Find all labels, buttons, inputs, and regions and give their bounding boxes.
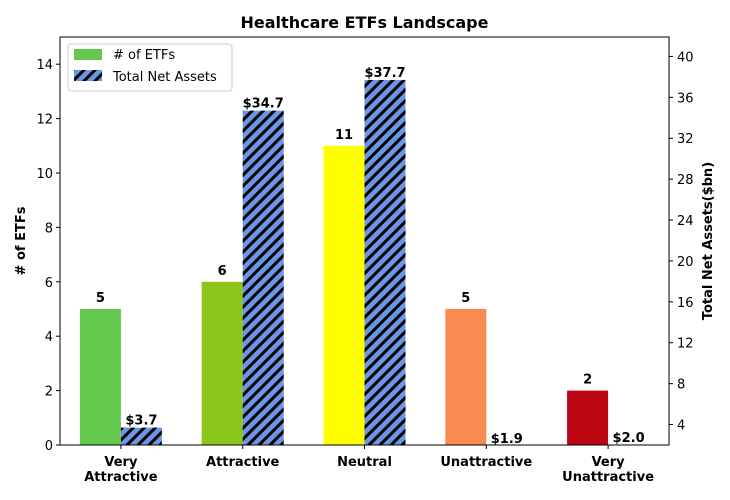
y-right-tick-label: 24: [677, 214, 694, 229]
bar-etfs: [79, 309, 121, 445]
legend-label-etfs: # of ETFs: [113, 48, 175, 63]
y-tick-label: 12: [36, 113, 53, 128]
x-tick-label-line: Very: [592, 455, 626, 470]
legend-swatch-etfs: [74, 49, 102, 60]
plot-frame: [59, 36, 670, 446]
bar-label-etfs: 5: [96, 291, 105, 306]
y-tick-label: 6: [45, 276, 53, 291]
bar-etfs: [567, 390, 609, 445]
x-tick-label-line: Neutral: [337, 455, 392, 470]
y-tick-label: 10: [36, 167, 53, 182]
x-tick-label-line: Unattractive: [440, 455, 532, 470]
x-tick-label-line: Attractive: [206, 455, 280, 470]
legend-swatch-assets: [74, 70, 102, 81]
y-tick-label: 14: [36, 58, 53, 73]
bar-net-assets: [120, 427, 162, 445]
bar-labels: 5 $3.7 6 $34.7 11 $37.7 5 $1.9 2 $2.0: [96, 66, 645, 447]
y-right-tick-label: 16: [677, 296, 694, 311]
y-right-tick-label: 8: [677, 378, 685, 393]
y-tick-label: 8: [45, 221, 53, 236]
bar-label-net-assets: $34.7: [243, 97, 284, 112]
bar-label-net-assets: $3.7: [125, 414, 157, 429]
left-axis: 0 2 4 6 8 10 12 14: [36, 58, 60, 454]
legend: # of ETFs Total Net Assets: [67, 43, 233, 92]
x-tick-label-line: Attractive: [84, 470, 158, 485]
y-tick-label: 2: [45, 385, 53, 400]
bar-label-net-assets: $1.9: [491, 432, 523, 447]
bar-label-etfs: 2: [583, 373, 592, 388]
bar-net-assets: [364, 79, 406, 446]
y-right-tick-label: 40: [677, 50, 694, 65]
y-right-tick-label: 4: [677, 419, 685, 434]
x-tick-label: Attractive: [206, 455, 280, 470]
x-tick-label: Unattractive: [440, 455, 532, 470]
bar-label-etfs: 6: [218, 264, 227, 279]
chart-title: Healthcare ETFs Landscape: [241, 13, 489, 32]
bar-net-assets: [242, 110, 284, 446]
x-tick-label: Very Attractive: [84, 455, 158, 485]
bar-etfs: [445, 309, 487, 445]
bar-label-net-assets: $2.0: [613, 431, 645, 446]
y-right-tick-label: 36: [677, 91, 694, 106]
legend-label-assets: Total Net Assets: [112, 70, 217, 85]
y-right-tick-label: 32: [677, 132, 694, 147]
y-right-tick-label: 20: [677, 255, 694, 270]
x-tick-label: Neutral: [337, 455, 392, 470]
y-right-tick-label: 28: [677, 173, 694, 188]
y-axis-label: # of ETFs: [14, 206, 29, 275]
legend-frame: [67, 43, 233, 92]
bar-label-net-assets: $37.7: [364, 66, 405, 81]
right-axis: 4 8 12 16 20 24 28 32 36 40: [669, 50, 694, 434]
y-axis-label-right: Total Net Assets($bn): [701, 162, 716, 320]
y-right-tick-label: 12: [677, 337, 694, 352]
bars: [79, 79, 609, 446]
y-tick-label: 4: [45, 330, 53, 345]
bar-etfs: [201, 281, 243, 445]
x-tick-label-line: Very: [104, 455, 138, 470]
bar-etfs: [323, 145, 365, 446]
x-tick-label-line: Unattractive: [562, 470, 654, 485]
bar-label-etfs: 11: [335, 128, 353, 143]
x-tick-label: Very Unattractive: [562, 455, 654, 485]
bar-label-etfs: 5: [461, 291, 470, 306]
y-tick-label: 0: [45, 439, 53, 454]
